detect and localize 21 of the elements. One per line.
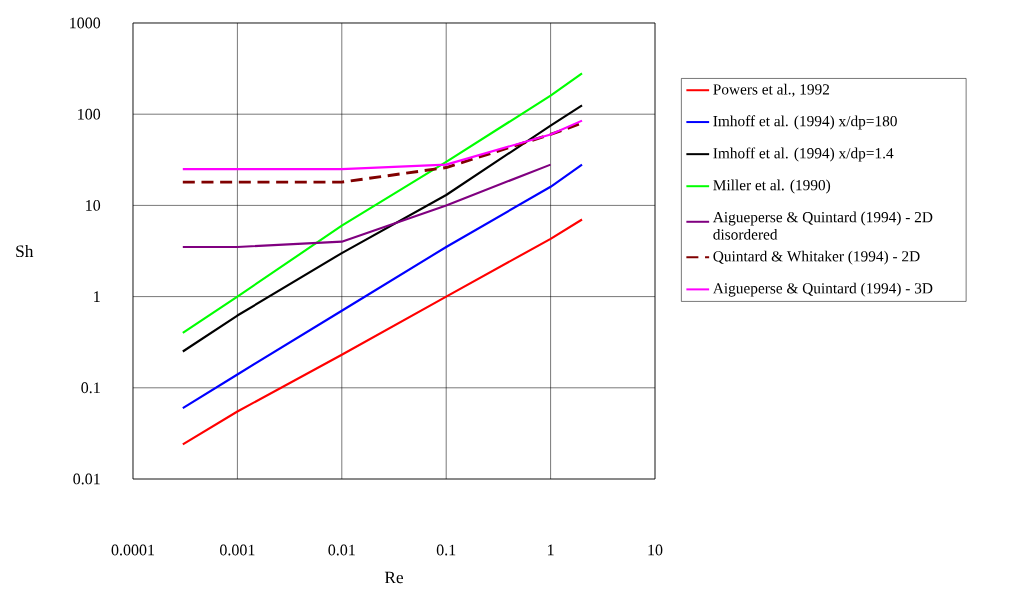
y-tick-label: 0.1 — [81, 382, 100, 394]
legend-label: Quintard & Whitaker (1994) - 2D — [713, 250, 920, 265]
x-tick-label: 10 — [648, 544, 663, 556]
y-axis-title: Sh — [16, 244, 34, 258]
x-tick-label: 0.001 — [220, 544, 255, 556]
legend-label: Powers et al., 1992 — [713, 83, 830, 97]
legend-label: Imhoff et al. (1994) x/dp=180 — [713, 115, 897, 130]
y-tick-label: 1000 — [70, 17, 101, 29]
x-tick-label: 1 — [548, 544, 554, 556]
legend-label: Aigueperse & Quintard (1994) - 2D disordered — [712, 211, 933, 240]
x-tick-label: 0.1 — [436, 544, 456, 556]
legend-label: Aigueperse & Quintard (1994) - 3D — [712, 282, 933, 297]
x-tick-label: 0.01 — [328, 544, 355, 556]
legend-label: Miller et al. (1990) — [713, 179, 831, 194]
y-tick-label: 0.01 — [73, 473, 100, 485]
y-tick-label: 10 — [86, 200, 101, 211]
x-axis-title: Re — [384, 571, 404, 584]
x-tick-label: 0.0001 — [111, 544, 155, 556]
y-tick-label: 1 — [94, 291, 100, 302]
y-tick-label: 100 — [78, 108, 101, 120]
legend-label: Imhoff et al. (1994) x/dp=1.4 — [713, 147, 894, 162]
